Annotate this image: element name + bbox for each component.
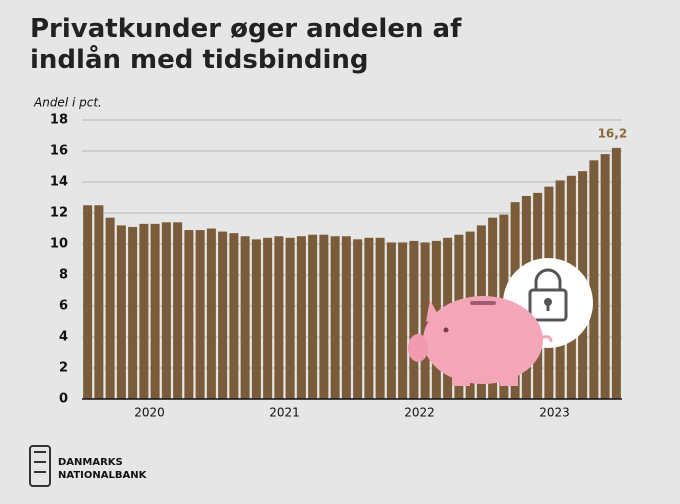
bar: [251, 239, 261, 399]
logo-text: NATIONALBANK: [58, 470, 148, 481]
bar: [83, 205, 93, 399]
y-tick-label: 10: [50, 237, 68, 252]
x-tick-label: 2020: [134, 406, 165, 420]
bar: [184, 230, 194, 399]
logo-text: DANMARKS: [58, 457, 123, 468]
y-tick-label: 8: [59, 268, 68, 283]
bar: [229, 233, 239, 399]
bar: [364, 237, 374, 399]
bar: [409, 240, 419, 399]
bar: [161, 222, 171, 399]
bar: [420, 242, 430, 399]
bar: [611, 147, 621, 399]
bar: [139, 223, 149, 399]
y-tick-label: 2: [59, 361, 68, 376]
bar: [296, 236, 306, 399]
bar: [330, 236, 340, 399]
y-tick-label: 16: [50, 144, 68, 159]
bar: [319, 234, 329, 399]
y-tick-label: 14: [50, 175, 68, 190]
piggy-illustration: [408, 258, 593, 386]
bar: [285, 237, 295, 399]
x-tick-label: 2023: [539, 406, 570, 420]
bar: [375, 237, 385, 399]
value-label: 16,2: [598, 126, 628, 140]
y-tick-label: 0: [59, 392, 68, 407]
bar: [128, 226, 138, 399]
bar: [263, 237, 273, 399]
bar: [150, 223, 160, 399]
bar: [341, 236, 351, 399]
bar: [173, 222, 183, 399]
bar: [105, 217, 115, 399]
bar: [240, 236, 250, 399]
x-tick-label: 2021: [269, 406, 300, 420]
logo: [29, 445, 51, 487]
bar: [308, 234, 318, 399]
y-tick-label: 6: [59, 299, 68, 314]
bar: [206, 228, 216, 399]
y-tick-label: 12: [50, 206, 68, 221]
bar: [600, 154, 610, 399]
y-tick-label: 4: [59, 330, 68, 345]
bar: [195, 230, 205, 399]
bar: [218, 231, 228, 399]
bar: [589, 160, 599, 399]
bar: [274, 236, 284, 399]
bar: [94, 205, 104, 399]
bar: [386, 242, 396, 399]
x-tick-label: 2022: [404, 406, 435, 420]
chart-title: Privatkunder øger andelen af indlån med …: [30, 14, 462, 75]
bar: [398, 242, 408, 399]
bar: [353, 239, 363, 399]
y-tick-label: 18: [50, 113, 68, 128]
bar: [116, 225, 126, 399]
y-axis-label: Andel i pct.: [33, 96, 102, 110]
